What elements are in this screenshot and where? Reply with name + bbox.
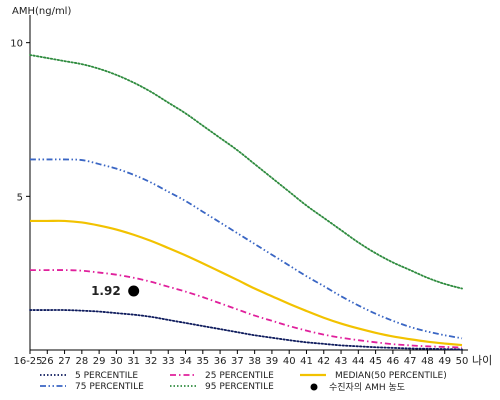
x-tick-label: 28 xyxy=(75,356,88,367)
x-tick-label: 45 xyxy=(369,356,382,367)
x-tick-label: 50 xyxy=(456,356,469,367)
x-tick-label: 37 xyxy=(231,356,244,367)
patient-amh-value-label: 1.92 xyxy=(91,284,121,298)
x-tick-label: 46 xyxy=(387,356,400,367)
x-tick-label: 33 xyxy=(162,356,175,367)
x-tick-label: 32 xyxy=(145,356,158,367)
series-line-25-percentile xyxy=(29,269,463,349)
x-tick-label: 26 xyxy=(41,356,54,367)
series-line-75-percentile xyxy=(30,158,463,340)
x-axis-label: 나이 xyxy=(472,354,492,367)
legend-label-median-50-percentile: MEDIAN(50 PERCENTILE) xyxy=(335,371,447,381)
x-tick-label: 34 xyxy=(179,356,192,367)
x-tick-label: 30 xyxy=(110,356,123,367)
legend-label-patient-amh: 수진자의 AMH 농도 xyxy=(329,382,405,393)
y-ticks: 5 10 xyxy=(10,39,30,203)
y-tick-label: 10 xyxy=(10,39,23,50)
x-tick-label: 40 xyxy=(283,356,296,367)
series-line-5-percentile xyxy=(29,309,463,351)
x-tick-label: 43 xyxy=(335,356,348,367)
x-tick-label: 39 xyxy=(266,356,279,367)
y-axis-label: AMH(ng/ml) xyxy=(12,6,71,17)
x-tick-label: 31 xyxy=(127,356,140,367)
legend-label-75-percentile: 75 PERCENTILE xyxy=(75,382,144,392)
x-tick-label: 16-25 xyxy=(13,356,42,367)
x-tick-label: 48 xyxy=(421,356,434,367)
patient-amh-point xyxy=(128,285,140,297)
legend-label-25-percentile: 25 PERCENTILE xyxy=(205,371,274,381)
series-line-median-50-percentile xyxy=(30,219,463,347)
x-tick-label: 47 xyxy=(404,356,417,367)
x-tick-label: 38 xyxy=(248,356,261,367)
x-tick-label: 29 xyxy=(93,356,106,367)
x-tick-label: 36 xyxy=(214,356,227,367)
series-layer xyxy=(29,54,463,351)
legend-label-5-percentile: 5 PERCENTILE xyxy=(75,371,138,381)
series-line-95-percentile xyxy=(29,54,463,290)
x-tick-label: 44 xyxy=(352,356,365,367)
x-tick-label: 27 xyxy=(58,356,71,367)
marker-layer: 1.92 xyxy=(91,284,140,298)
legend-label-95-percentile: 95 PERCENTILE xyxy=(205,382,274,392)
legend: 5 PERCENTILE 25 PERCENTILE MEDIAN(50 PERCE… xyxy=(40,371,447,393)
x-tick-label: 49 xyxy=(438,356,451,367)
legend-swatch-patient-amh xyxy=(310,383,318,391)
y-tick-label: 5 xyxy=(17,192,23,203)
x-tick-label: 35 xyxy=(196,356,209,367)
x-tick-label: 41 xyxy=(300,356,313,367)
x-tick-label: 42 xyxy=(317,356,330,367)
